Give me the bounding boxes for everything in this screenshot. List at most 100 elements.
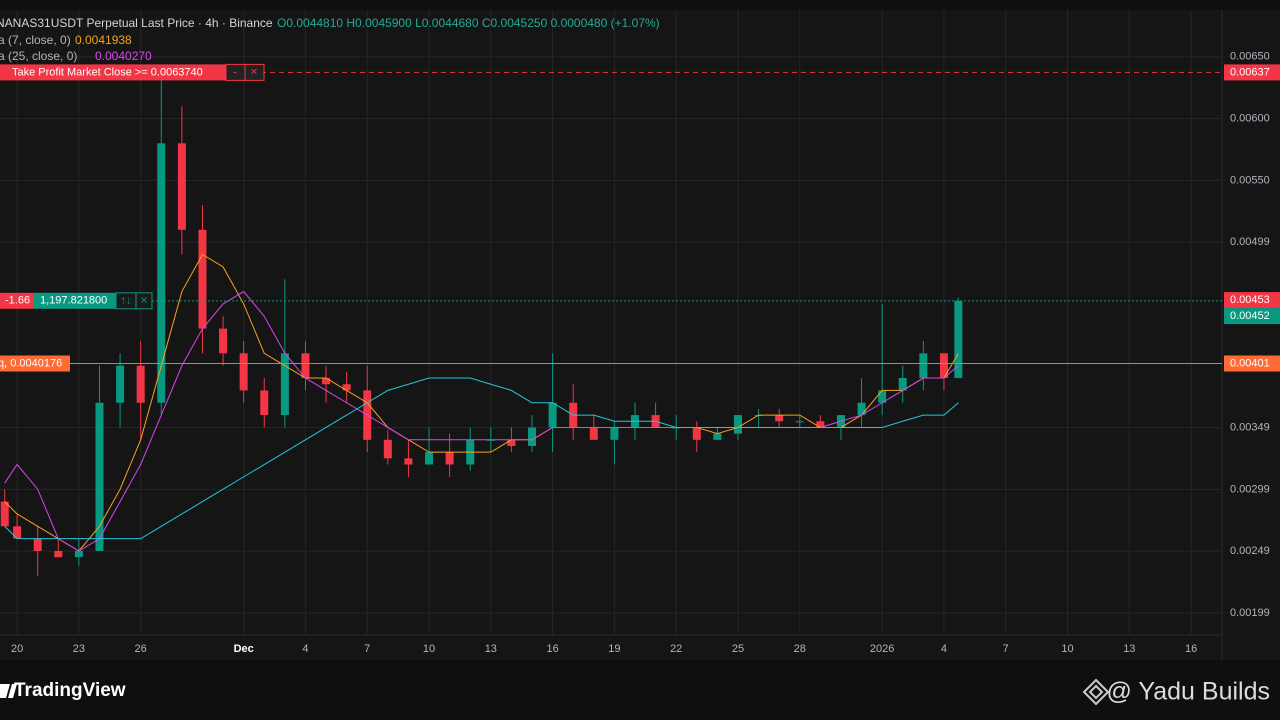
x-tick-label: 10 — [1061, 643, 1073, 655]
price-label: 0.00452 — [1230, 310, 1270, 322]
price-label: 0.00401 — [1230, 357, 1270, 369]
x-tick-label: 16 — [1185, 643, 1197, 655]
candle-body — [857, 402, 866, 416]
moving-average — [4, 377, 959, 540]
x-tick-label: Dec — [234, 643, 254, 655]
order-close-bg[interactable] — [244, 63, 265, 81]
brand: TradingView — [14, 680, 126, 701]
x-tick-label: 16 — [546, 643, 558, 655]
candle-body — [795, 421, 804, 423]
moving-average — [4, 253, 959, 552]
candle-body — [301, 353, 310, 379]
candle-body — [954, 300, 963, 379]
legend-value: 0.0041938 — [75, 33, 132, 47]
candle-body — [33, 538, 42, 551]
candle-body — [404, 458, 413, 465]
legend-name: a (25, close, 0) — [0, 49, 77, 63]
x-tick-label: 4 — [941, 643, 947, 655]
qty: 1,197.821800 — [40, 295, 107, 307]
candle-body — [939, 353, 948, 379]
candle-body — [878, 390, 887, 403]
candle-body — [425, 452, 434, 465]
candle-body — [219, 328, 228, 354]
legend-name: a (7, close, 0) — [0, 33, 71, 47]
candle-body — [692, 427, 701, 440]
y-tick-label: 0.00299 — [1230, 483, 1270, 495]
legend-value: 0.0040270 — [95, 49, 152, 63]
price-label: 0.00637 — [1230, 66, 1270, 78]
moving-average — [4, 290, 959, 552]
y-tick-label: 0.00550 — [1230, 174, 1270, 186]
candle-body — [342, 384, 351, 391]
qty-box — [34, 292, 116, 309]
candle-body — [383, 439, 392, 459]
candle-body — [239, 353, 248, 391]
x-tick-label: 23 — [73, 643, 85, 655]
x-tick-label: 2026 — [870, 643, 894, 655]
pos-close-bg[interactable] — [135, 292, 153, 310]
x-tick-label: 19 — [608, 643, 620, 655]
ohlc: O0.0044810 H0.0045900 L0.0044680 C0.0045… — [277, 16, 660, 30]
candle-body — [589, 427, 598, 440]
x-tick-label: 22 — [670, 643, 682, 655]
order-cancel: - — [233, 66, 237, 78]
x-tick-label: 4 — [302, 643, 308, 655]
x-tick-label: 10 — [423, 643, 435, 655]
brand-logo — [0, 684, 17, 698]
credit: @ Yadu Builds — [1107, 678, 1270, 706]
candle-body — [898, 378, 907, 391]
order-close: × — [250, 65, 257, 79]
candle-body — [136, 365, 145, 403]
candle-body — [528, 427, 537, 446]
candle-body — [507, 439, 516, 446]
pnl-box — [0, 292, 34, 309]
x-tick-label: 20 — [11, 643, 23, 655]
candle-body — [198, 229, 207, 329]
candle-body — [713, 433, 722, 440]
candle-body — [775, 415, 784, 422]
price-label-bg — [1224, 292, 1280, 309]
price-label-bg — [1224, 308, 1280, 325]
candle-body — [733, 415, 742, 434]
candle-body — [177, 143, 186, 230]
y-tick-label: 0.00650 — [1230, 51, 1270, 63]
x-tick-label: 28 — [794, 643, 806, 655]
x-tick-label: 7 — [1003, 643, 1009, 655]
candle-body — [116, 365, 125, 403]
x-tick-label: 7 — [364, 643, 370, 655]
level: q, 0.0040176 — [0, 357, 62, 369]
x-tick-label: 13 — [485, 643, 497, 655]
price-label-bg — [1224, 355, 1280, 372]
reverse: ↑↓ — [121, 295, 132, 307]
y-tick-label: 0.00349 — [1230, 421, 1270, 433]
y-tick-label: 0.00600 — [1230, 113, 1270, 125]
y-tick-label: 0.00499 — [1230, 236, 1270, 248]
candle-body — [322, 378, 331, 385]
candle-body — [157, 143, 166, 403]
x-tick-label: 13 — [1123, 643, 1135, 655]
candle-body — [919, 353, 928, 379]
order-text: Take Profit Market Close >= 0.0063740 — [12, 66, 203, 78]
footer-bg — [0, 660, 1280, 720]
price-label-bg — [1224, 64, 1280, 81]
candle-body — [74, 550, 83, 558]
candle-body — [13, 526, 22, 539]
y-tick-label: 0.00249 — [1230, 545, 1270, 557]
x-tick-label: 25 — [732, 643, 744, 655]
candle-body — [548, 402, 557, 428]
y-tick-label: 0.00199 — [1230, 607, 1270, 619]
credit-icon — [1082, 678, 1110, 706]
level-box — [0, 355, 70, 372]
symbol: NANAS31USDT Perpetual Last Price · 4h · … — [0, 16, 273, 30]
price-label: 0.00453 — [1230, 294, 1270, 306]
candle-body — [445, 452, 454, 465]
candle-body — [95, 402, 104, 551]
top-bar — [0, 0, 1280, 10]
candle-body — [0, 501, 9, 527]
pos-close: × — [140, 293, 147, 307]
candle-body — [280, 353, 289, 416]
candle-body — [610, 427, 619, 440]
pnl: -1.66 — [5, 295, 30, 307]
